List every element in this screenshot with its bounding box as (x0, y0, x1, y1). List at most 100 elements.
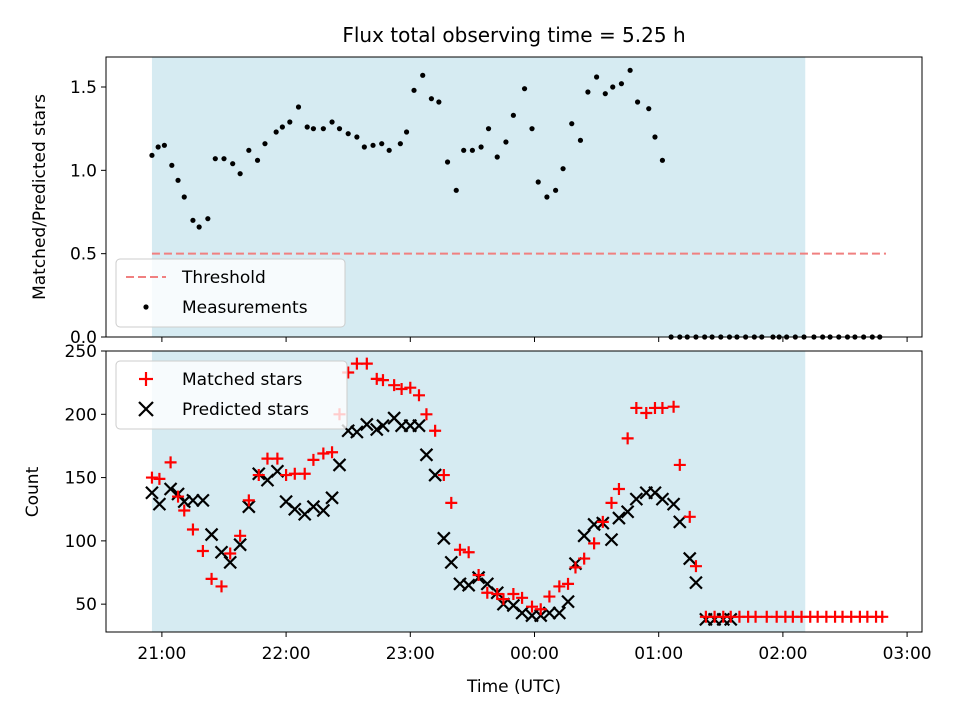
x-axis-label: Time (UTC) (466, 677, 561, 697)
legend-measurements-label: Measurements (182, 298, 308, 318)
predicted-star-point (419, 448, 434, 462)
top-ytick-label: 0.5 (70, 245, 97, 265)
matched-star-point (404, 381, 417, 394)
matched-star-point (749, 610, 762, 623)
matched-star-point (317, 447, 330, 460)
matched-star-point (481, 586, 494, 599)
measurement-point (560, 166, 566, 172)
measurement-point (510, 112, 516, 118)
matched-star-point (370, 372, 383, 385)
predicted-star-point (533, 608, 548, 623)
measurement-point (237, 171, 243, 177)
xtick-label: 02:00 (758, 644, 807, 664)
predicted-star-point (428, 468, 442, 482)
matched-star-point (543, 590, 556, 603)
predicted-star-point (612, 511, 626, 525)
measurement-point (577, 137, 584, 143)
xtick-label: 03:00 (883, 644, 932, 664)
predicted-star-point (145, 485, 159, 500)
measurement-point (403, 129, 410, 135)
measurement-point (521, 86, 528, 92)
predicted-star-point (360, 417, 374, 432)
matched-star-point (153, 472, 166, 485)
predicted-star-point (152, 497, 167, 511)
predicted-star-point (552, 606, 567, 620)
matched-star-point (429, 424, 442, 437)
matched-star-point (516, 591, 529, 604)
bottom-legend: Matched stars Predicted stars (115, 360, 348, 430)
matched-star-point (578, 552, 591, 565)
measurement-point (428, 96, 435, 102)
legend-threshold-label: Threshold (181, 268, 266, 288)
matched-star-point (667, 400, 680, 413)
bottom-ytick-label: 50 (75, 595, 97, 615)
matched-star-point (215, 580, 228, 593)
matched-star-point (205, 572, 218, 585)
measurement-point (273, 129, 279, 135)
measurement-point (646, 106, 652, 112)
matched-star-point (145, 471, 158, 484)
matched-star-point (271, 452, 284, 465)
matched-star-point (307, 453, 320, 466)
matched-star-point (412, 389, 425, 402)
measurement-point (461, 147, 467, 153)
matched-star-point (234, 529, 247, 542)
top-y-axis-label: Matched/Predicted stars (30, 94, 50, 300)
measurement-point (304, 124, 310, 130)
bottom-axes-frame (105, 350, 923, 633)
measurement-point (221, 156, 227, 162)
predicted-star-point (620, 504, 635, 519)
measurement-point (190, 217, 196, 223)
measurement-point (569, 121, 575, 127)
matched-star-point (376, 374, 389, 387)
top-ytick-label: 1.0 (70, 161, 97, 181)
measurement-point (420, 72, 426, 78)
measurement-point (397, 141, 403, 147)
matched-star-point (252, 469, 265, 482)
measurement-point (361, 144, 367, 150)
matched-star-point (420, 408, 433, 421)
measurement-point (254, 157, 261, 163)
matched-star-point (164, 456, 177, 469)
matched-star-point (534, 603, 547, 616)
measurement-point (411, 87, 417, 93)
predicted-star-point (223, 555, 237, 570)
legend-measurements-swatch (143, 304, 149, 310)
top-ytick-label: 1.5 (70, 78, 97, 98)
predicted-star-point (288, 502, 302, 516)
xtick-label: 01:00 (634, 644, 683, 664)
top-y-axis: 0.0 0.5 1.0 1.5 (70, 78, 106, 348)
bottom-y-axis: 50 100 150 200 250 (65, 342, 106, 615)
predicted-star-point (561, 594, 575, 609)
bottom-ytick-label: 250 (65, 342, 97, 362)
measurement-point (444, 159, 451, 165)
legend-predicted-label: Predicted stars (182, 400, 309, 420)
measurement-point (469, 147, 475, 153)
measurement-point (205, 216, 211, 222)
predicted-star-point (204, 527, 219, 542)
matched-star-point (472, 569, 485, 582)
predicted-star-point (655, 492, 670, 506)
measurement-point (212, 156, 218, 162)
predicted-star-point (629, 492, 644, 506)
matched-star-point (242, 494, 255, 507)
matched-star-point (683, 510, 696, 523)
matched-star-point (876, 610, 889, 623)
top-x-ticks (161, 337, 908, 342)
legend-matched-label: Matched stars (182, 370, 302, 390)
matched-star-point (553, 580, 566, 593)
measurement-point (287, 119, 293, 125)
predicted-star-point (369, 422, 384, 437)
measurement-point (230, 161, 236, 167)
measurement-point (593, 74, 600, 80)
matched-star-point (612, 482, 625, 495)
predicted-star-point (196, 493, 210, 508)
matched-star-point (673, 458, 686, 471)
xtick-label: 21:00 (137, 644, 186, 664)
matched-star-point (689, 560, 702, 573)
matched-star-point (497, 593, 510, 606)
measurement-point (262, 141, 268, 147)
matched-star-point (630, 401, 643, 414)
measurement-point (544, 194, 550, 200)
predicted-star-point (163, 482, 178, 496)
